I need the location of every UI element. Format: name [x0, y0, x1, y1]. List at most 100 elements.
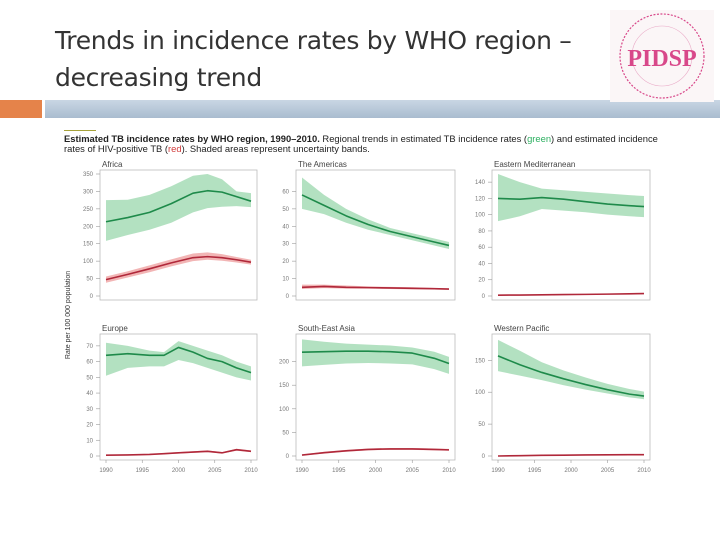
panel-the-americas: The Americas 0 10 20 30 40 50 60: [282, 160, 456, 301]
panel-frame: [99, 169, 258, 301]
panel-south-east-asia: South-East Asia 0 50 100 150 200 1990 1995 2000 2…: [279, 324, 456, 474]
tb-uncertainty-band: [106, 341, 251, 381]
panel-title: Eastern Mediterranean: [494, 160, 575, 169]
y-tick-label: 300: [83, 189, 94, 195]
slide-title: Trends in incidence rates by WHO region …: [55, 22, 572, 96]
caption-red: red: [168, 143, 182, 154]
x-tick-label: 2005: [208, 468, 222, 474]
y-tick-label: 50: [282, 430, 289, 436]
y-tick-label: 60: [478, 245, 485, 251]
y-tick-label: 150: [83, 242, 94, 248]
y-tick-label: 40: [478, 261, 485, 267]
y-tick-label: 20: [478, 278, 485, 284]
tb-incidence-line: [497, 355, 645, 397]
svg-text:PIDSP: PIDSP: [627, 46, 696, 72]
caption-text: ) and estimated incidence rates of HIV-p…: [64, 133, 658, 154]
y-tick-label: 100: [475, 213, 486, 219]
y-tick-label: 0: [90, 454, 94, 460]
x-tick-label: 1995: [528, 468, 542, 474]
y-tick-label: 0: [482, 454, 486, 460]
y-tick-label: 40: [86, 391, 93, 397]
hiv-tb-incidence-line: [105, 448, 252, 457]
title-line-1: Trends in incidence rates by WHO region …: [55, 26, 572, 55]
y-tick-label: 30: [86, 407, 93, 413]
panel-frame: [295, 169, 456, 301]
panel-africa: Africa 0 50 100 150 200 250 300 350: [83, 160, 258, 301]
y-tick-label: 0: [482, 294, 486, 300]
caption-green: green: [527, 133, 552, 144]
hiv-tb-incidence-line: [301, 285, 450, 290]
y-tick-label: 0: [90, 294, 94, 300]
title-line-2: decreasing trend: [55, 63, 262, 92]
y-tick-label: 200: [83, 224, 94, 230]
y-tick-label: 150: [279, 383, 290, 389]
y-tick-label: 40: [282, 224, 289, 230]
caption-text: Regional trends in estimated TB incidenc…: [319, 133, 528, 144]
panel-title: South-East Asia: [298, 324, 355, 333]
panel-western-pacific: Western Pacific 0 50 100 150 1990 1995 2000 2005…: [475, 324, 651, 474]
panel-europe: Europe 0 10 20 30 40 50 60 70 1990 1995 2000 2005 201…: [86, 324, 258, 474]
y-tick-label: 100: [475, 390, 486, 396]
y-tick-label: 200: [279, 360, 290, 366]
pidsp-logo: PIDSP: [610, 10, 714, 102]
y-tick-label: 250: [83, 207, 94, 213]
tb-uncertainty-band: [302, 177, 449, 249]
hiv-tb-uncertainty-band: [106, 252, 251, 283]
x-tick-label: 2005: [406, 468, 420, 474]
x-tick-label: 1995: [332, 468, 346, 474]
tb-uncertainty-band: [106, 174, 251, 241]
y-tick-label: 60: [86, 360, 93, 366]
tb-incidence-line: [105, 346, 252, 374]
caption-title: Estimated TB incidence rates by WHO regi…: [64, 133, 320, 144]
x-tick-label: 2000: [369, 468, 383, 474]
y-tick-label: 50: [478, 422, 485, 428]
y-tick-label: 80: [478, 229, 485, 235]
hiv-tb-incidence-line: [301, 448, 450, 456]
hiv-tb-incidence-line: [497, 453, 644, 457]
y-tick-label: 140: [475, 180, 486, 186]
panel-eastern-mediterranean: Eastern Mediterranean 0 20 40 60 80 100 120 140: [475, 160, 651, 301]
tb-uncertainty-band: [302, 339, 449, 374]
y-tick-label: 10: [86, 438, 93, 444]
tb-incidence-line: [497, 196, 645, 208]
x-tick-label: 2010: [244, 468, 258, 474]
x-tick-label: 2000: [172, 468, 186, 474]
hiv-tb-incidence-line: [497, 292, 645, 296]
panel-title: Africa: [102, 160, 123, 169]
x-tick-label: 2010: [442, 468, 456, 474]
tb-incidence-line: [301, 194, 450, 247]
y-tick-label: 50: [86, 375, 93, 381]
y-axis-label: Rate per 100 000 population: [65, 271, 72, 359]
y-tick-label: 20: [86, 423, 93, 429]
x-tick-label: 2000: [564, 468, 578, 474]
panel-title: The Americas: [298, 160, 347, 169]
y-tick-label: 70: [86, 344, 93, 350]
y-tick-label: 0: [286, 454, 290, 460]
y-tick-label: 30: [282, 242, 289, 248]
tb-incidence-line: [301, 350, 450, 365]
y-tick-label: 100: [83, 259, 94, 265]
x-tick-label: 1995: [136, 468, 150, 474]
panel-title: Europe: [102, 324, 128, 333]
x-tick-label: 1990: [491, 468, 505, 474]
y-tick-label: 50: [282, 207, 289, 213]
y-tick-label: 120: [475, 196, 486, 202]
accent-square: [0, 100, 42, 118]
x-tick-label: 2005: [601, 468, 615, 474]
y-tick-label: 150: [475, 358, 486, 364]
hiv-tb-uncertainty-band: [302, 447, 449, 456]
y-tick-label: 10: [282, 277, 289, 283]
y-tick-label: 0: [286, 294, 290, 300]
tb-uncertainty-band: [498, 339, 644, 400]
caption-rule: [64, 130, 96, 131]
caption-text: ). Shaded areas represent uncertainty ba…: [181, 143, 370, 154]
hiv-tb-incidence-line: [105, 255, 252, 281]
y-tick-label: 20: [282, 259, 289, 265]
title-divider-bar: [45, 100, 720, 118]
x-tick-label: 2010: [637, 468, 651, 474]
panel-frame: [491, 169, 651, 301]
y-tick-label: 350: [83, 172, 94, 178]
x-tick-label: 1990: [99, 468, 113, 474]
y-tick-label: 50: [86, 277, 93, 283]
